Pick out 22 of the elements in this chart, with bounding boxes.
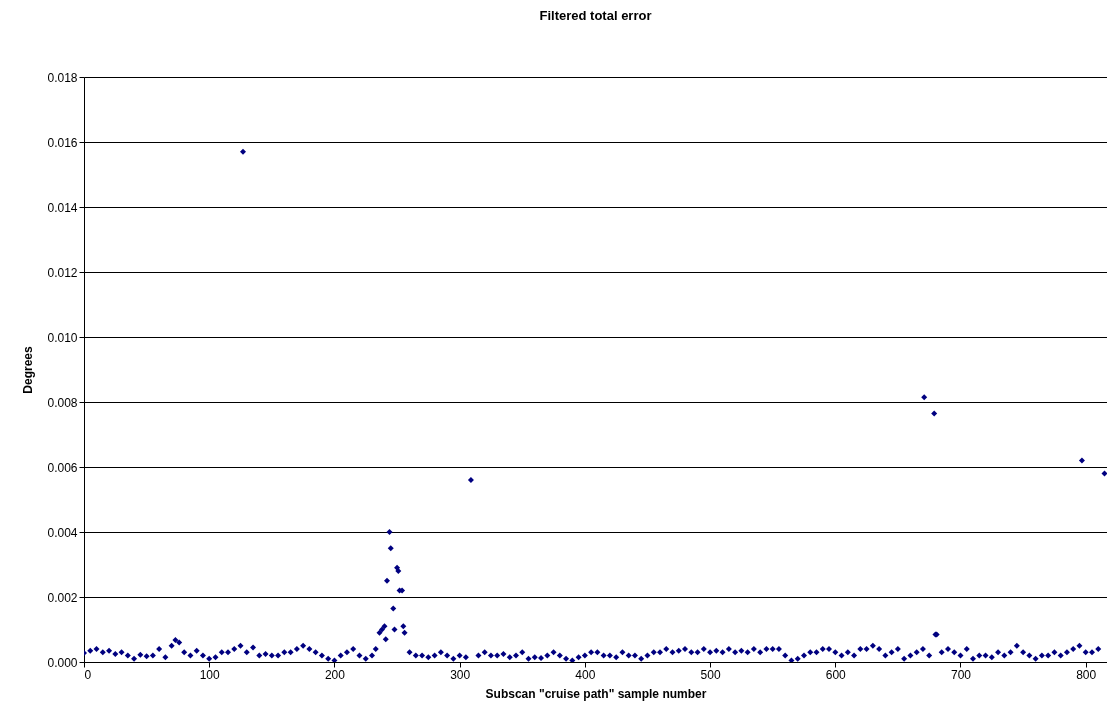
x-tick-label: 0: [84, 667, 92, 682]
y-tick-label: 0.002: [47, 590, 78, 605]
x-tick-label: 700: [950, 667, 972, 682]
x-tick-label: 500: [700, 667, 721, 682]
y-tick-label: 0.012: [47, 265, 78, 280]
x-tick-label: 800: [1076, 667, 1097, 682]
y-tick-label: 0.010: [47, 330, 78, 345]
x-tick-label: 400: [575, 667, 596, 682]
y-axis-title: Degrees: [21, 346, 36, 394]
y-tick-label: 0.008: [47, 395, 78, 410]
y-tick-label: 0.016: [47, 135, 78, 150]
y-tick-label: 0.018: [47, 70, 78, 85]
x-tick-label: 200: [324, 667, 346, 682]
y-tick-label: 0.014: [47, 200, 78, 215]
y-tick-label: 0.004: [47, 525, 78, 540]
y-tick-label: 0.006: [47, 460, 78, 475]
y-tick-label: 0.000: [47, 655, 78, 670]
x-axis-title: Subscan "cruise path" sample number: [485, 686, 707, 701]
x-tick-label: 300: [450, 667, 471, 682]
chart-title: Filtered total error: [539, 8, 652, 23]
x-tick-label: 600: [825, 667, 847, 682]
x-tick-label: 100: [199, 667, 221, 682]
